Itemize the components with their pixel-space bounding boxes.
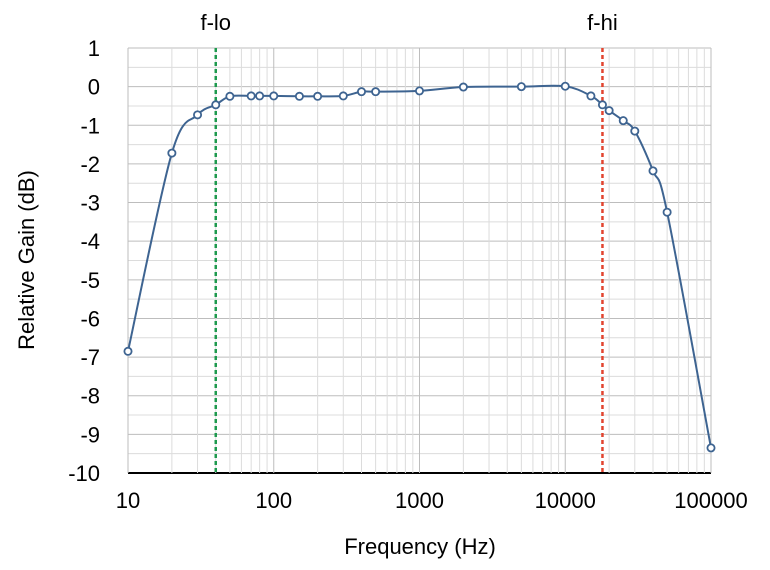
series-layer xyxy=(123,81,716,453)
data-point xyxy=(338,91,348,101)
data-point xyxy=(225,91,235,101)
x-tick-label: 100 xyxy=(255,488,292,513)
data-point xyxy=(193,110,203,120)
marker-label-f-hi: f-hi xyxy=(587,10,618,35)
y-tick-label: -10 xyxy=(68,461,100,486)
x-axis-title: Frequency (Hz) xyxy=(344,534,496,559)
data-point xyxy=(255,91,265,101)
y-tick-label: 0 xyxy=(88,75,100,100)
y-tick-label: -6 xyxy=(80,306,100,331)
data-point xyxy=(516,82,526,92)
y-tick-label: -7 xyxy=(80,345,100,370)
data-point xyxy=(706,443,716,453)
data-point xyxy=(246,91,256,101)
tick-labels: 10 100 1000 10000 10000010-1-2-3-4-5-6-7-8-9… xyxy=(68,36,748,513)
y-tick-label: -9 xyxy=(80,422,100,447)
y-tick-label: -4 xyxy=(80,229,100,254)
data-point xyxy=(294,91,304,101)
data-point xyxy=(371,87,381,97)
frequency-markers: f-lo f-hi xyxy=(200,10,618,473)
y-tick-label: 1 xyxy=(88,36,100,61)
data-point xyxy=(618,116,628,126)
y-tick-label: -5 xyxy=(80,268,100,293)
data-point xyxy=(357,87,367,97)
y-tick-label: -1 xyxy=(80,113,100,138)
x-tick-label: 10000 xyxy=(535,488,596,513)
y-tick-label: -3 xyxy=(80,191,100,216)
data-point xyxy=(313,91,323,101)
y-tick-label: -8 xyxy=(80,384,100,409)
data-point xyxy=(560,81,570,91)
marker-label-f-lo: f-lo xyxy=(200,10,231,35)
plot-grid xyxy=(127,47,712,474)
data-point xyxy=(586,91,596,101)
data-point xyxy=(269,91,279,101)
y-axis-title: Relative Gain (dB) xyxy=(14,170,39,350)
data-point xyxy=(648,166,658,176)
x-tick-label: 100000 xyxy=(674,488,747,513)
data-point xyxy=(167,148,177,158)
data-point xyxy=(604,106,614,116)
data-point xyxy=(414,86,424,96)
data-point xyxy=(630,126,640,136)
x-tick-label: 1000 xyxy=(395,488,444,513)
y-tick-label: -2 xyxy=(80,152,100,177)
x-tick-label: 10 xyxy=(116,488,140,513)
data-point xyxy=(123,346,133,356)
data-point xyxy=(597,100,607,110)
data-point xyxy=(662,207,672,217)
data-point xyxy=(211,100,221,110)
data-point xyxy=(458,82,468,92)
